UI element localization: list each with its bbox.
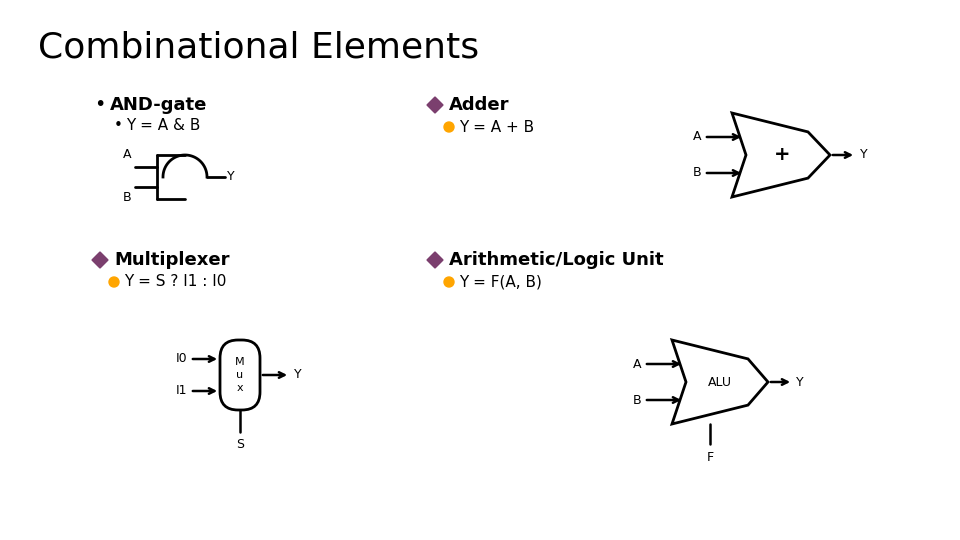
- Circle shape: [444, 122, 454, 132]
- Text: Multiplexer: Multiplexer: [114, 251, 229, 269]
- Text: A: A: [633, 357, 641, 370]
- Text: I0: I0: [176, 353, 187, 366]
- Text: F: F: [707, 451, 713, 464]
- Text: +: +: [774, 145, 790, 165]
- Text: Y: Y: [227, 171, 234, 184]
- Text: Y: Y: [860, 148, 868, 161]
- Text: B: B: [122, 191, 131, 204]
- Text: Y: Y: [796, 375, 804, 388]
- Text: Y: Y: [294, 368, 301, 381]
- Text: Arithmetic/Logic Unit: Arithmetic/Logic Unit: [449, 251, 663, 269]
- Text: Y = A + B: Y = A + B: [459, 119, 534, 134]
- Text: Y = S ? I1 : I0: Y = S ? I1 : I0: [124, 274, 227, 289]
- Text: Combinational Elements: Combinational Elements: [38, 30, 479, 64]
- Text: •: •: [94, 96, 106, 114]
- Text: A: A: [692, 131, 701, 144]
- Text: Y = F(A, B): Y = F(A, B): [459, 274, 541, 289]
- Text: S: S: [236, 438, 244, 451]
- Circle shape: [109, 277, 119, 287]
- Text: x: x: [237, 383, 243, 393]
- Polygon shape: [427, 252, 443, 268]
- Text: Y = A & B: Y = A & B: [126, 118, 201, 132]
- Polygon shape: [427, 97, 443, 113]
- Text: •: •: [113, 118, 123, 132]
- Text: A: A: [123, 148, 131, 161]
- Text: u: u: [236, 370, 244, 380]
- Text: M: M: [235, 357, 245, 367]
- Circle shape: [444, 277, 454, 287]
- Text: AND-gate: AND-gate: [110, 96, 207, 114]
- Text: I1: I1: [176, 384, 187, 397]
- Text: B: B: [633, 394, 641, 407]
- Text: ALU: ALU: [708, 375, 732, 388]
- Polygon shape: [92, 252, 108, 268]
- Text: B: B: [692, 166, 701, 179]
- Text: Adder: Adder: [449, 96, 510, 114]
